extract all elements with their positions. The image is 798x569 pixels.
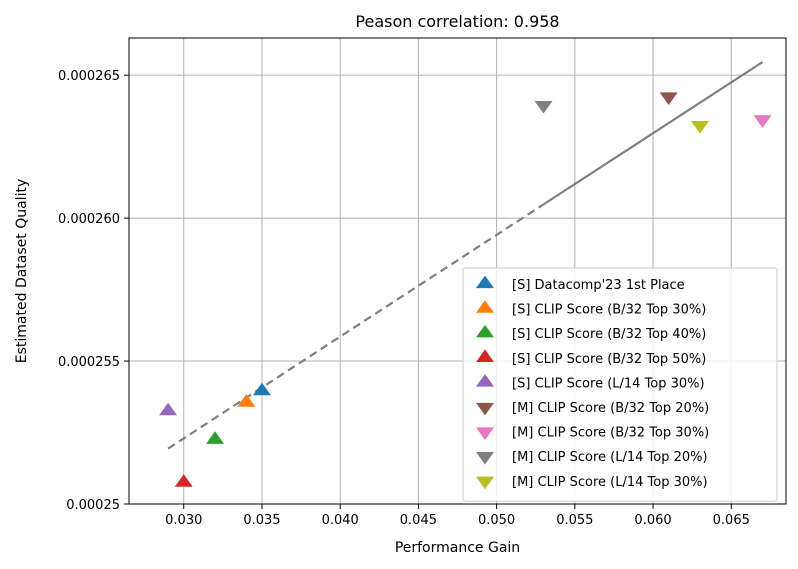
chart-title: Peason correlation: 0.958 [355, 12, 559, 31]
data-point-marker [206, 431, 225, 444]
fit-line-solid [542, 61, 764, 206]
y-tick-label: 0.000260 [58, 212, 120, 227]
data-point-marker [252, 382, 271, 396]
legend-marker [476, 452, 494, 465]
data-point-marker [659, 92, 678, 105]
legend-marker [476, 374, 494, 387]
legend-marker [476, 476, 494, 490]
x-tick-label: 0.055 [556, 513, 593, 528]
y-axis-ticks: 0.00025 0.000255 0.000260 0.000265 [58, 69, 129, 513]
x-tick-label: 0.045 [400, 513, 437, 528]
y-tick-label: 0.000265 [58, 69, 120, 84]
legend-entry-label: [S] CLIP Score (B/32 Top 40%) [512, 327, 706, 342]
legend-marker [476, 427, 494, 440]
legend-entry-label: [M] CLIP Score (B/32 Top 20%) [512, 401, 709, 416]
legend-marker [476, 275, 494, 289]
legend-marker [476, 300, 494, 313]
legend-entry-label: [S] CLIP Score (B/32 Top 50%) [512, 352, 706, 367]
y-tick-label: 0.00025 [66, 498, 120, 513]
legend-entry-label: [M] CLIP Score (L/14 Top 20%) [512, 450, 708, 465]
legend-entry-label: [M] CLIP Score (B/32 Top 30%) [512, 426, 709, 441]
x-tick-label: 0.035 [243, 513, 280, 528]
x-tick-label: 0.040 [322, 513, 359, 528]
legend-entry-label: [S] CLIP Score (L/14 Top 30%) [512, 376, 705, 391]
legend-marker [476, 349, 494, 362]
y-axis-label: Estimated Dataset Quality [14, 179, 30, 363]
data-point-marker [534, 100, 553, 114]
legend-box [462, 267, 778, 502]
plot-frame [128, 37, 787, 505]
data-point-marker [753, 115, 772, 128]
legend-entry-label: [S] CLIP Score (B/32 Top 30%) [512, 303, 706, 318]
legend-marker [476, 324, 494, 338]
x-tick-label: 0.050 [478, 513, 515, 528]
data-point-marker [174, 474, 193, 487]
data-point-marker [237, 394, 256, 407]
legend-entry-label: [S] Datacomp'23 1st Place [512, 278, 685, 293]
x-tick-label: 0.060 [634, 513, 671, 528]
x-tick-label: 0.030 [165, 513, 202, 528]
x-tick-label: 0.065 [713, 513, 750, 528]
fit-line-dashed [167, 203, 545, 450]
legend: [S] Datacomp'23 1st Place [S] CLIP Score … [462, 267, 778, 502]
data-point-marker [159, 402, 178, 416]
data-point-marker [690, 121, 709, 134]
legend-entry-label: [M] CLIP Score (L/14 Top 30%) [512, 475, 708, 490]
x-axis-label: Performance Gain [395, 540, 520, 556]
data-markers [159, 92, 772, 487]
x-axis-ticks: 0.030 0.035 0.040 0.045 0.050 0.055 0.060 0.065 [165, 504, 750, 528]
regression-fit-line [167, 61, 764, 450]
legend-marker [476, 402, 494, 416]
y-tick-label: 0.000255 [58, 355, 120, 370]
